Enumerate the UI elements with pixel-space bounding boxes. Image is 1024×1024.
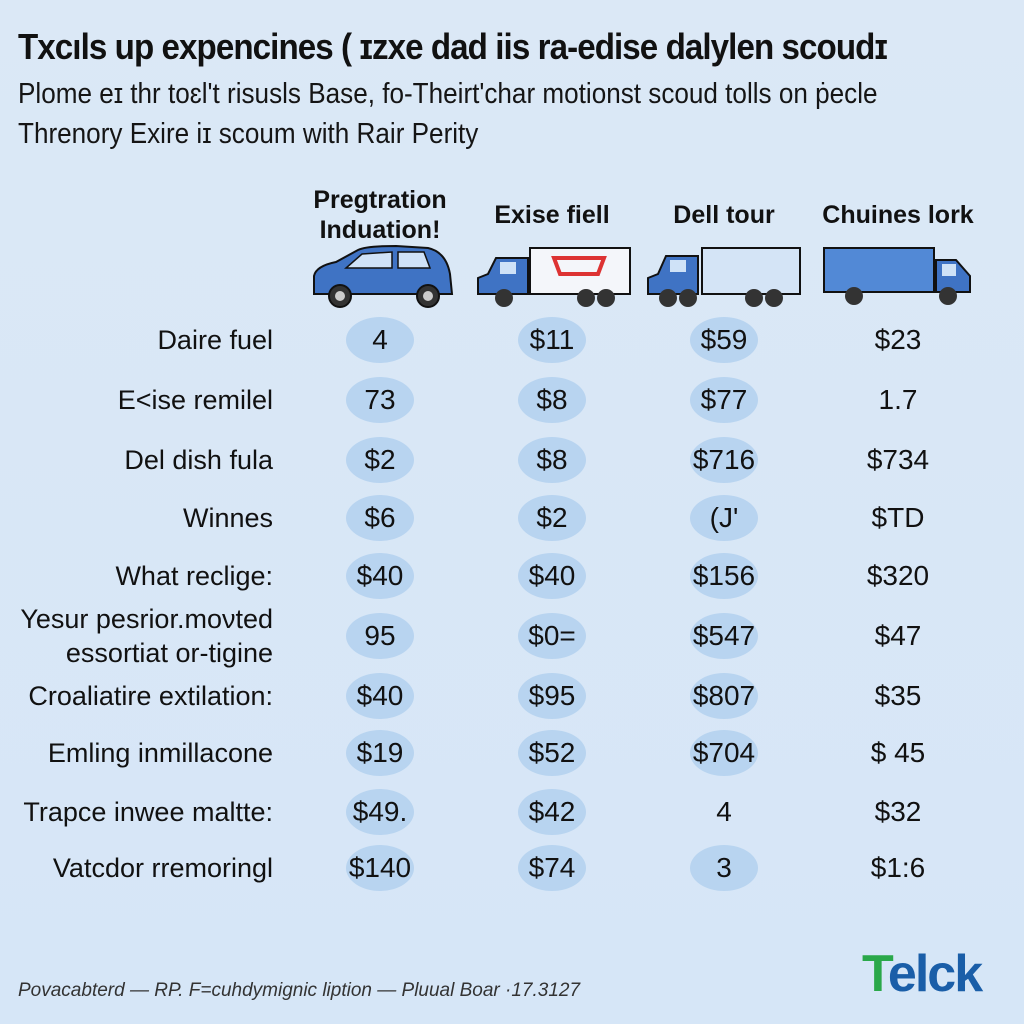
table-cell: $6: [346, 495, 414, 541]
row-label: Emling inmillacone: [47, 738, 273, 768]
table-cell: $156: [690, 553, 758, 599]
table-cell: $23: [874, 324, 922, 355]
row-label: Croaliatire extilation:: [28, 681, 273, 711]
cargo-truck-icon: [823, 247, 971, 305]
table-cell: $42: [518, 789, 586, 835]
table-cell: $8: [518, 437, 586, 483]
table-cell: $2: [518, 495, 586, 541]
table-cell: 95: [346, 613, 414, 659]
table-cell: 4: [716, 796, 732, 827]
column-header-4: Chuines lork: [822, 201, 974, 229]
table-cell: $716: [690, 437, 758, 483]
logo-text: elck: [887, 945, 983, 1003]
table-cell: $74: [518, 845, 586, 891]
table-cell: $77: [690, 377, 758, 423]
table-cell: $547: [690, 613, 758, 659]
table-cell: $40: [518, 553, 586, 599]
row-label: Trapce inwee maltte:: [23, 797, 273, 827]
table-cell: $0=: [518, 613, 586, 659]
table-cell: $2: [346, 437, 414, 483]
table-cell: $32: [874, 796, 922, 827]
logo-mark: T: [862, 945, 890, 1003]
table-cell: $11: [518, 317, 586, 363]
table-cell: (J': [690, 495, 758, 541]
table-cell: 3: [690, 845, 758, 891]
table-cell: $1:6: [870, 852, 926, 883]
semi-truck-icon: [647, 247, 801, 307]
row-label: Vatcdor rremoringl: [52, 853, 273, 883]
table-cell: $95: [518, 673, 586, 719]
table-cell: $47: [874, 620, 922, 651]
row-label: Yesur pesrior.mονted essortiat or-tigine: [20, 604, 273, 668]
table-cell: $734: [866, 444, 930, 475]
footer-caption: Povacabterd — RP. F=cuhdymignic liption …: [18, 980, 581, 1001]
page-title: Txcıls up expencines ( ɪzxe dad iis ra-e…: [18, 26, 888, 67]
table-cell: $35: [874, 680, 922, 711]
table-cell: $704: [690, 730, 758, 776]
brand-logo: Telck: [862, 944, 983, 1004]
table-cell: 4: [346, 317, 414, 363]
table-cell: $59: [690, 317, 758, 363]
subtitle-line-2: Threnory Exire iɪ scoum with Rair Perity: [18, 118, 479, 150]
row-label: E<ise remilel: [117, 385, 273, 415]
table-cell: $320: [866, 560, 930, 591]
column-header-2: Exise fiell: [494, 201, 610, 229]
subtitle-line-1: Plome eɪ thr toɛl't risusls Base, fo-The…: [18, 78, 878, 110]
table-cell: 73: [346, 377, 414, 423]
row-label: Del dish fula: [124, 445, 273, 475]
minivan-icon: [313, 244, 454, 308]
table-cell: $TD: [871, 502, 925, 533]
table-cell: 1.7: [878, 384, 918, 415]
column-header-1: Pregtration Induation!: [313, 186, 447, 244]
table-cell: $52: [518, 730, 586, 776]
table-cell: $ 45: [870, 737, 926, 768]
table-cell: $807: [690, 673, 758, 719]
table-cell: $8: [518, 377, 586, 423]
table-cell: $19: [346, 730, 414, 776]
table-cell: $49.: [346, 789, 414, 835]
row-label: What reclige:: [115, 561, 273, 591]
box-truck-logo-icon: [477, 247, 631, 307]
table-cell: $40: [346, 673, 414, 719]
row-label: Winnes: [182, 503, 273, 533]
table-cell: $40: [346, 553, 414, 599]
table-cell: $140: [346, 845, 414, 891]
column-header-3: Dell tour: [673, 201, 775, 229]
row-label: Daire fuel: [157, 325, 273, 355]
